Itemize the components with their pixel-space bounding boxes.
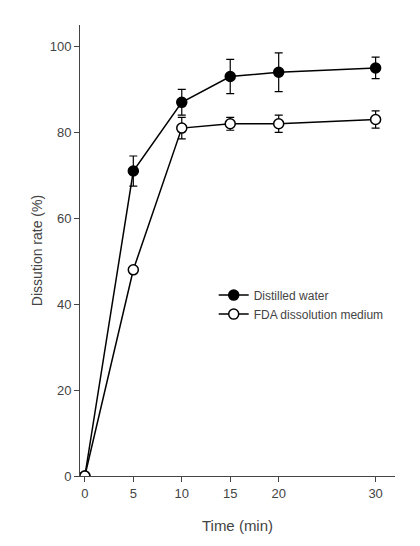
svg-text:Dissution rate (%): Dissution rate (%) — [29, 195, 45, 306]
svg-text:5: 5 — [130, 486, 137, 501]
svg-text:0: 0 — [64, 469, 71, 484]
svg-text:20: 20 — [57, 383, 71, 398]
svg-text:60: 60 — [57, 211, 71, 226]
svg-text:100: 100 — [50, 39, 72, 54]
svg-text:30: 30 — [368, 486, 382, 501]
svg-text:15: 15 — [223, 486, 237, 501]
svg-text:Distilled water: Distilled water — [254, 289, 329, 303]
svg-text:80: 80 — [57, 125, 71, 140]
svg-text:40: 40 — [57, 297, 71, 312]
svg-text:Time (min): Time (min) — [202, 517, 273, 534]
svg-text:10: 10 — [175, 486, 189, 501]
svg-text:FDA dissolution medium: FDA dissolution medium — [254, 308, 383, 322]
svg-text:0: 0 — [81, 486, 88, 501]
svg-text:20: 20 — [271, 486, 285, 501]
